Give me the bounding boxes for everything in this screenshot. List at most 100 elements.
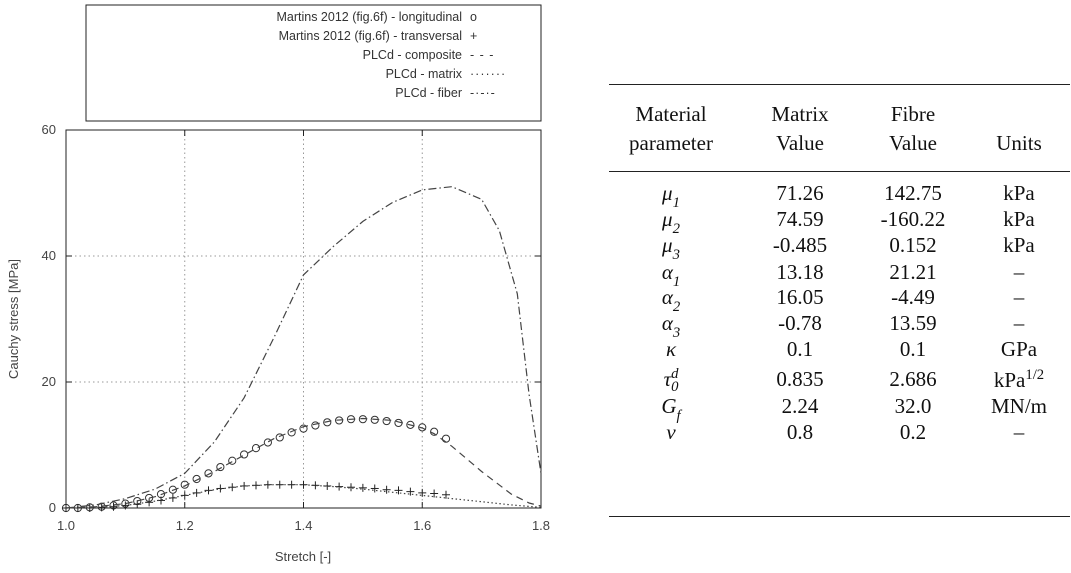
header-cell: Value (776, 131, 824, 155)
y-tick-label: 20 (42, 374, 56, 389)
fibre-value: 32.0 (894, 394, 932, 418)
data-point-martins-2012-fig-6f-transversal (192, 488, 201, 497)
matrix-value: -0.485 (772, 233, 828, 257)
legend-symbol: - - - (470, 48, 494, 62)
matrix-value: 71.26 (776, 181, 824, 205)
data-point-martins-2012-fig-6f-longitudinal (240, 450, 249, 459)
data-point-martins-2012-fig-6f-longitudinal (382, 416, 391, 426)
data-point-martins-2012-fig-6f-transversal (204, 486, 213, 495)
table-bottom-rule (609, 516, 1070, 517)
legend-symbol: ······· (470, 67, 506, 81)
unit: kPa (1003, 181, 1035, 205)
chart-grid (66, 130, 541, 508)
stress-stretch-chart: Martins 2012 (fig.6f) - longitudinal o Mar… (6, 4, 551, 564)
legend-label: Martins 2012 (fig.6f) - transversal (279, 29, 462, 43)
legend-symbol: -·-·- (470, 86, 496, 100)
unit: kPa1/2 (993, 367, 1045, 392)
x-tick-label: 1.0 (57, 518, 75, 533)
data-point-martins-2012-fig-6f-transversal (430, 489, 439, 498)
fibre-value: 13.59 (889, 311, 937, 335)
data-point-martins-2012-fig-6f-longitudinal (287, 428, 296, 437)
y-tick-label: 60 (42, 122, 56, 137)
data-point-martins-2012-fig-6f-longitudinal (263, 438, 272, 447)
fibre-value: 21.21 (889, 260, 937, 284)
legend-symbol: + (470, 29, 478, 43)
matrix-value: 0.8 (786, 420, 814, 444)
chart-legend: Martins 2012 (fig.6f) - longitudinal o Mar… (85, 4, 542, 122)
data-point-martins-2012-fig-6f-longitudinal (251, 444, 261, 453)
header-cell: Fibre (890, 102, 936, 126)
data-point-martins-2012-fig-6f-transversal (370, 484, 379, 493)
unit: – (1013, 311, 1025, 335)
legend-label: PLCd - matrix (386, 67, 463, 81)
unit: kPa (1003, 207, 1035, 231)
unit: GPa (1000, 337, 1038, 361)
table-top-rule (609, 84, 1070, 85)
fibre-value: 0.2 (899, 420, 927, 444)
data-point-martins-2012-fig-6f-longitudinal (406, 420, 415, 429)
series-layer (61, 186, 542, 513)
x-tick-label: 1.6 (413, 518, 431, 533)
matrix-value: 0.1 (786, 337, 814, 361)
data-point-martins-2012-fig-6f-transversal (418, 488, 427, 497)
data-point-martins-2012-fig-6f-transversal (406, 487, 415, 496)
data-point-martins-2012-fig-6f-longitudinal (311, 421, 320, 430)
data-point-martins-2012-fig-6f-longitudinal (441, 434, 451, 443)
unit: kPa (1003, 233, 1035, 257)
data-point-martins-2012-fig-6f-longitudinal (335, 416, 344, 425)
header-cell: Value (889, 131, 937, 155)
table-header-rule (609, 171, 1070, 172)
data-point-martins-2012-fig-6f-longitudinal (204, 469, 213, 478)
fibre-value: -160.22 (880, 207, 946, 231)
y-tick-label: 0 (49, 500, 56, 515)
unit: – (1013, 260, 1025, 284)
axis-ticks: 1.0 1.2 1.4 1.6 1.8 0 20 40 60 (42, 122, 551, 533)
legend-label: PLCd - fiber (395, 86, 462, 100)
data-point-martins-2012-fig-6f-transversal (347, 483, 355, 492)
unit: – (1013, 285, 1025, 309)
header-cell: Material (635, 102, 707, 126)
header-cell: Matrix (771, 102, 829, 126)
x-tick-label: 1.2 (176, 518, 194, 533)
data-point-martins-2012-fig-6f-longitudinal (275, 433, 284, 442)
y-tick-label: 40 (42, 248, 56, 263)
data-point-martins-2012-fig-6f-longitudinal (299, 424, 308, 433)
data-point-martins-2012-fig-6f-longitudinal (418, 423, 427, 432)
x-tick-label: 1.4 (294, 518, 312, 533)
header-cell: Units (996, 131, 1042, 155)
fibre-value: 0.1 (899, 337, 927, 361)
legend-symbol: o (470, 10, 478, 24)
x-tick-label: 1.8 (532, 518, 550, 533)
data-point-martins-2012-fig-6f-transversal (216, 484, 225, 493)
fibre-value: -4.49 (891, 285, 935, 309)
fibre-value: 142.75 (884, 181, 942, 205)
param-name: κ (665, 337, 677, 361)
matrix-value: 74.59 (776, 207, 824, 231)
legend-label: Martins 2012 (fig.6f) - longitudinal (276, 10, 462, 24)
unit: MN/m (990, 394, 1047, 418)
unit: – (1013, 420, 1025, 444)
y-axis-label: Cauchy stress [MPa] (6, 259, 21, 379)
data-point-martins-2012-fig-6f-longitudinal (216, 462, 225, 472)
param-name: v (666, 420, 676, 444)
data-point-martins-2012-fig-6f-longitudinal (228, 456, 237, 465)
matrix-value: 16.05 (776, 285, 824, 309)
matrix-value: 0.835 (776, 367, 824, 391)
x-axis-label: Stretch [-] (275, 549, 331, 564)
data-point-martins-2012-fig-6f-transversal (394, 486, 403, 495)
header-cell: parameter (629, 131, 713, 155)
matrix-value: -0.78 (778, 311, 822, 335)
matrix-value: 2.24 (781, 394, 819, 418)
series-line-plcd-fiber (65, 186, 542, 509)
matrix-value: 13.18 (776, 260, 824, 284)
data-point-martins-2012-fig-6f-transversal (382, 485, 391, 494)
fibre-value: 2.686 (889, 367, 937, 391)
